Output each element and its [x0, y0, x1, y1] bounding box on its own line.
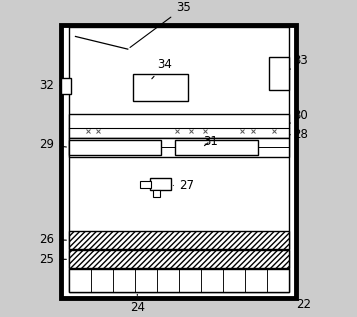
- Bar: [61, 78, 71, 94]
- Bar: [91, 269, 113, 292]
- Bar: [69, 269, 91, 292]
- Bar: [157, 269, 179, 292]
- Bar: [61, 25, 296, 298]
- Bar: [179, 269, 201, 292]
- Bar: [69, 231, 290, 249]
- Bar: [132, 74, 188, 101]
- Text: 33: 33: [290, 54, 308, 70]
- Text: 32: 32: [40, 79, 61, 92]
- Text: 30: 30: [290, 109, 308, 124]
- Bar: [69, 27, 290, 292]
- Bar: [245, 269, 267, 292]
- Bar: [201, 269, 223, 292]
- Bar: [267, 269, 290, 292]
- Bar: [269, 57, 290, 90]
- Bar: [154, 190, 160, 197]
- Bar: [135, 269, 157, 292]
- Bar: [150, 178, 171, 190]
- Text: 27: 27: [174, 179, 194, 192]
- Bar: [140, 181, 151, 188]
- Text: 26: 26: [39, 233, 66, 246]
- Bar: [69, 114, 290, 138]
- Bar: [223, 269, 245, 292]
- Bar: [69, 269, 290, 292]
- Bar: [175, 140, 258, 155]
- Text: 25: 25: [40, 253, 66, 266]
- Text: 35: 35: [130, 1, 191, 48]
- Bar: [69, 138, 290, 157]
- Bar: [69, 140, 161, 155]
- Bar: [69, 250, 290, 268]
- Text: 29: 29: [39, 138, 66, 151]
- Text: 28: 28: [290, 128, 308, 141]
- Bar: [113, 269, 135, 292]
- Text: 24: 24: [130, 294, 145, 314]
- Text: 31: 31: [203, 134, 218, 148]
- Text: 22: 22: [296, 292, 311, 311]
- Text: 34: 34: [152, 58, 172, 79]
